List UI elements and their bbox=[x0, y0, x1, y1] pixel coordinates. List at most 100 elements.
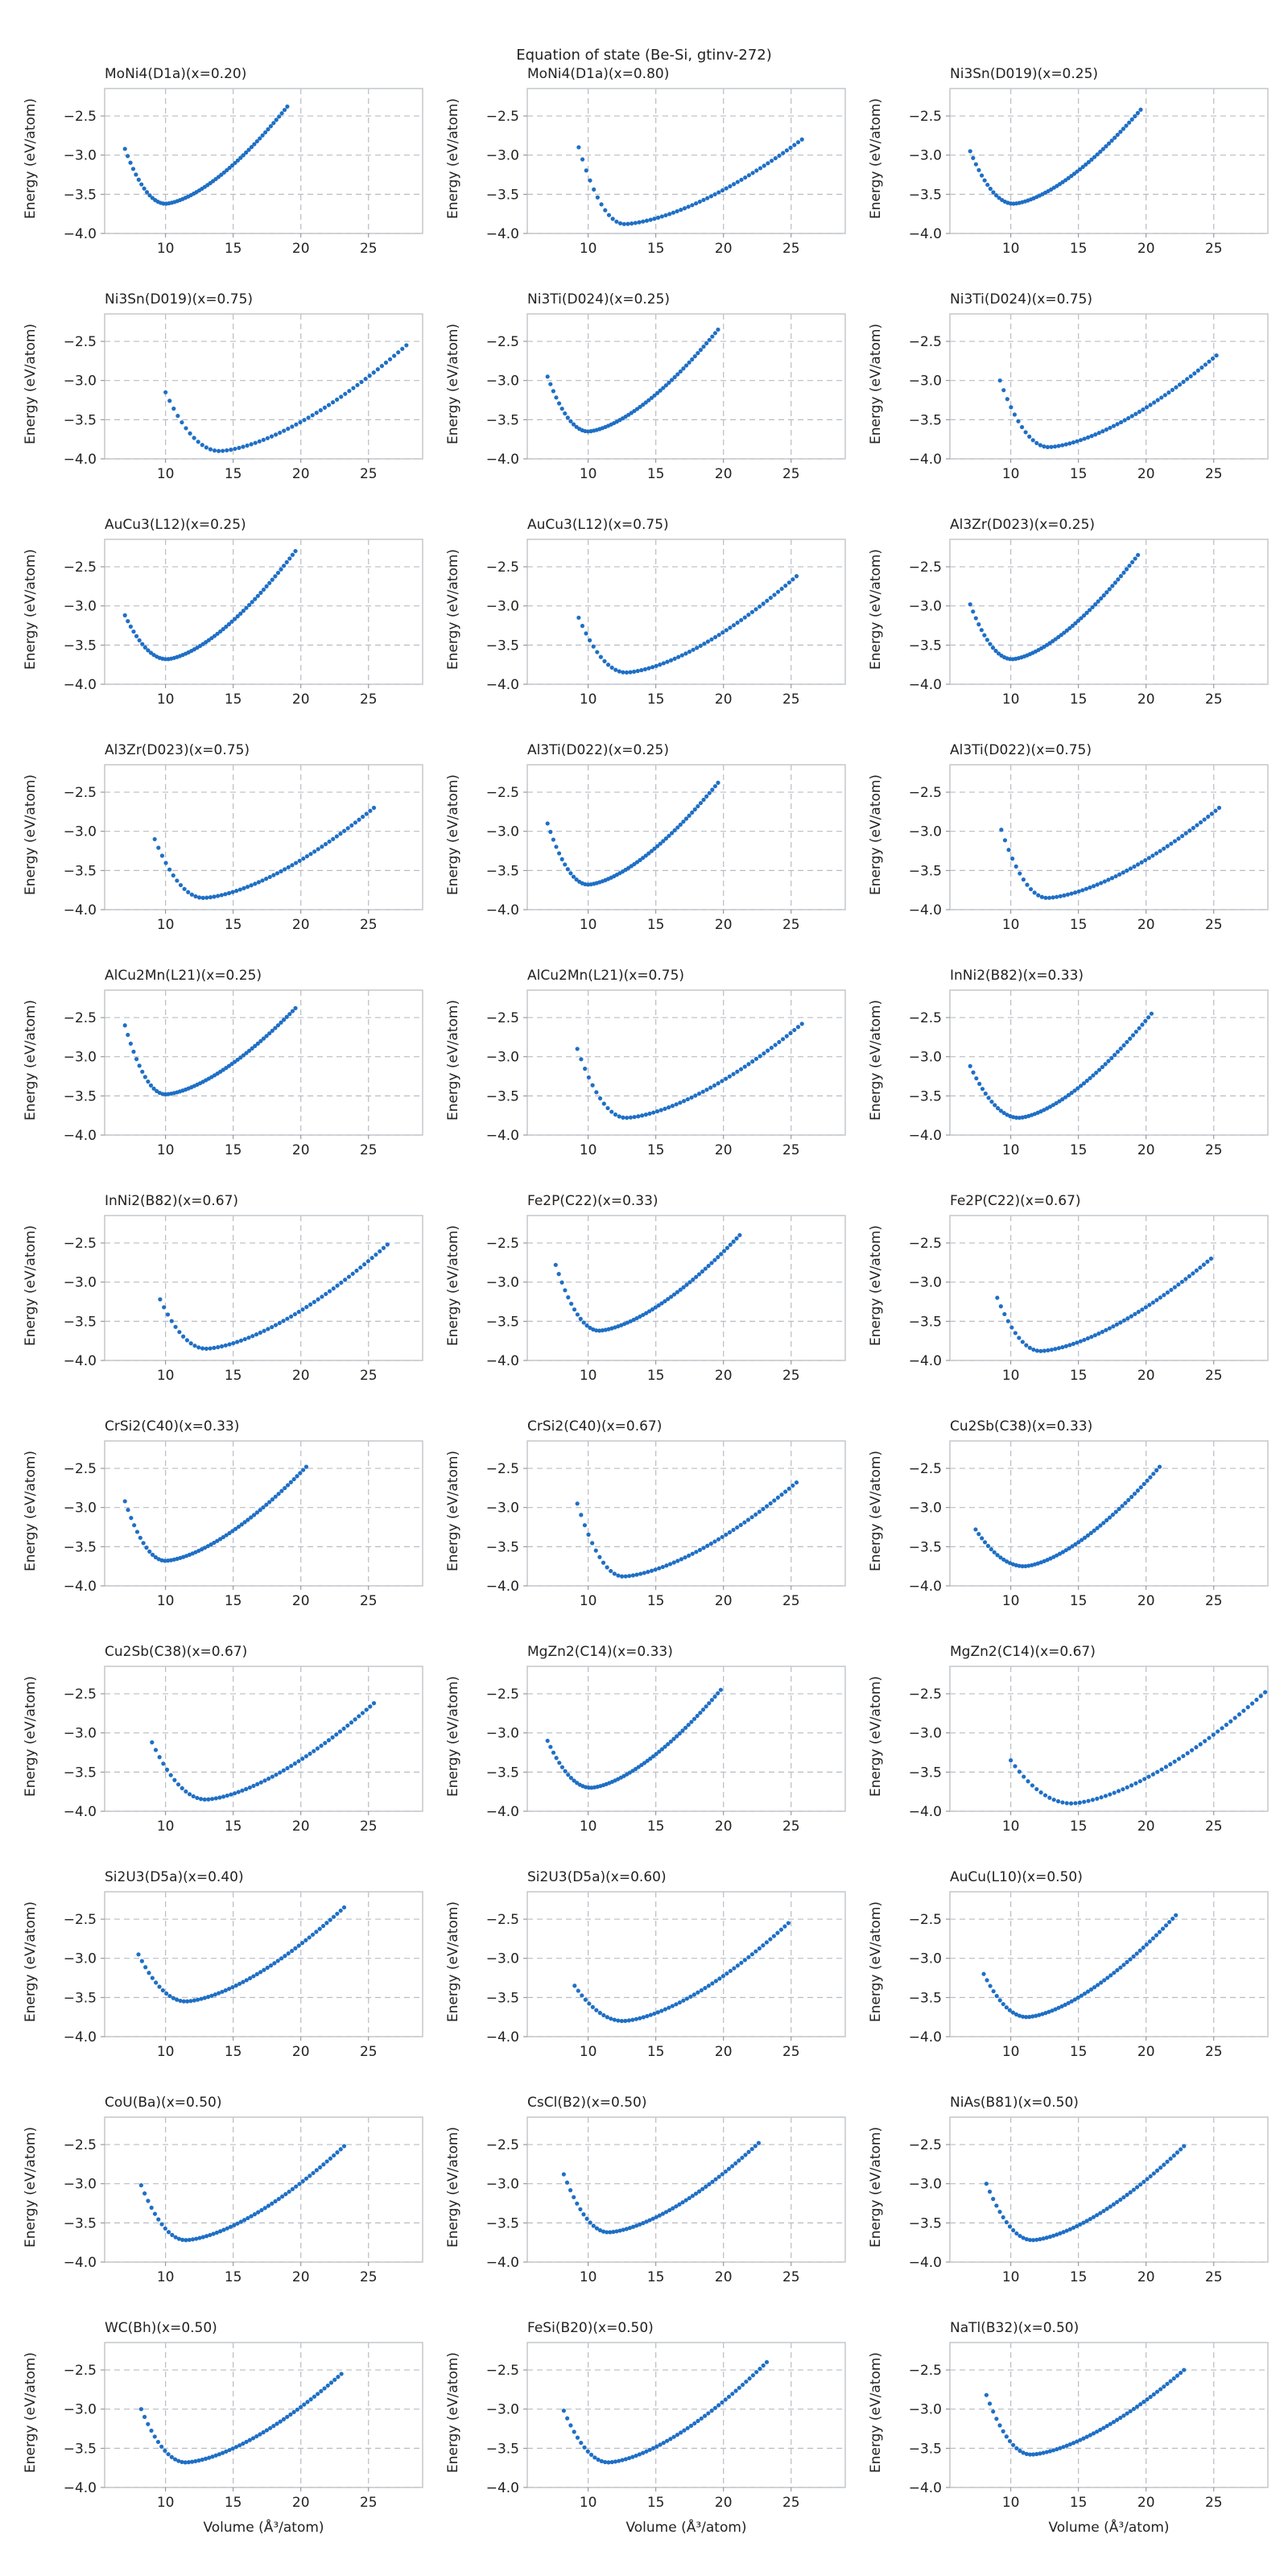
x-tick-label: 10 bbox=[157, 466, 175, 482]
x-tick-label: 25 bbox=[1205, 1818, 1223, 1835]
data-point bbox=[126, 619, 130, 624]
data-point bbox=[250, 600, 254, 605]
data-point bbox=[1169, 841, 1174, 846]
data-point bbox=[364, 1707, 369, 1712]
data-point bbox=[639, 667, 644, 673]
data-point bbox=[265, 436, 270, 440]
data-point bbox=[268, 124, 273, 129]
data-point bbox=[691, 1716, 697, 1721]
data-point bbox=[1182, 2368, 1187, 2372]
data-point bbox=[623, 1574, 628, 1579]
data-point bbox=[697, 1547, 703, 1552]
data-point bbox=[172, 1777, 177, 1782]
data-point bbox=[1104, 1327, 1108, 1332]
data-point bbox=[971, 1070, 976, 1075]
data-point bbox=[710, 787, 715, 792]
data-point bbox=[554, 395, 559, 400]
data-point bbox=[293, 861, 299, 865]
data-point bbox=[671, 1736, 676, 1741]
y-tick-label: −4.0 bbox=[64, 1353, 97, 1369]
data-point bbox=[687, 1280, 692, 1285]
data-point bbox=[690, 810, 695, 815]
y-tick-label: −2.5 bbox=[486, 334, 519, 350]
data-point bbox=[601, 1560, 606, 1565]
y-tick-label: −4.0 bbox=[486, 1579, 519, 1595]
data-point bbox=[979, 628, 984, 633]
data-point bbox=[137, 638, 142, 643]
data-point bbox=[1084, 886, 1088, 891]
data-point bbox=[1170, 387, 1175, 392]
data-point bbox=[1177, 382, 1183, 387]
data-point bbox=[551, 1750, 556, 1755]
data-point bbox=[314, 411, 319, 415]
data-point bbox=[286, 427, 291, 431]
data-point bbox=[1158, 848, 1162, 853]
data-point bbox=[1001, 388, 1006, 393]
data-point bbox=[1088, 1075, 1092, 1080]
data-point bbox=[339, 1280, 344, 1286]
data-point bbox=[716, 1081, 720, 1086]
data-point bbox=[1046, 1348, 1051, 1353]
data-point bbox=[134, 1057, 139, 1062]
data-point bbox=[695, 646, 700, 650]
data-point bbox=[1028, 886, 1034, 892]
data-point bbox=[1082, 436, 1087, 441]
data-point bbox=[239, 1522, 244, 1527]
data-point bbox=[371, 370, 376, 375]
x-tick-label: 10 bbox=[580, 241, 597, 257]
data-point bbox=[591, 644, 596, 649]
y-tick-label: −3.5 bbox=[909, 1088, 942, 1104]
data-point bbox=[708, 1085, 713, 1090]
data-point bbox=[287, 1012, 292, 1017]
data-point bbox=[1038, 1348, 1043, 1353]
data-point bbox=[634, 407, 640, 411]
data-point bbox=[355, 382, 360, 387]
data-point bbox=[617, 1114, 621, 1119]
data-point bbox=[122, 613, 127, 617]
data-point bbox=[724, 1076, 729, 1081]
data-point bbox=[200, 1346, 205, 1351]
data-point bbox=[654, 663, 658, 668]
data-point bbox=[216, 894, 221, 898]
subplot-title: Ni3Ti(D024)(x=0.25) bbox=[527, 291, 671, 308]
y-tick-label: −3.0 bbox=[64, 599, 97, 615]
data-point bbox=[242, 1520, 247, 1525]
data-point bbox=[686, 1723, 691, 1728]
data-point bbox=[229, 619, 234, 624]
data-point bbox=[563, 1769, 568, 1773]
data-point bbox=[275, 571, 281, 576]
data-point bbox=[1143, 857, 1148, 863]
y-tick-label: −3.5 bbox=[909, 1765, 942, 1781]
data-point bbox=[267, 580, 272, 585]
y-tick-label: −4.0 bbox=[486, 226, 519, 242]
data-point bbox=[233, 1526, 238, 1531]
subplot-title: CrSi2(C40)(x=0.33) bbox=[105, 1418, 240, 1435]
y-tick-label: −3.0 bbox=[486, 1050, 519, 1066]
data-point bbox=[1152, 400, 1157, 405]
data-point bbox=[661, 386, 666, 390]
data-point bbox=[122, 1499, 127, 1504]
subplot-title: AuCu3(L12)(x=0.75) bbox=[527, 517, 669, 533]
data-point bbox=[1188, 374, 1193, 379]
axes-frame bbox=[949, 1440, 1269, 1587]
data-point bbox=[617, 221, 623, 226]
data-point bbox=[735, 1069, 740, 1074]
y-tick-label: −4.0 bbox=[486, 902, 519, 919]
data-point bbox=[559, 1280, 564, 1285]
data-point bbox=[1095, 152, 1100, 157]
data-point bbox=[991, 190, 996, 195]
data-point bbox=[271, 121, 276, 126]
data-point bbox=[619, 1574, 625, 1579]
data-point bbox=[191, 1794, 196, 1799]
data-point bbox=[643, 853, 648, 858]
data-point bbox=[270, 577, 275, 582]
data-point bbox=[743, 175, 748, 180]
data-point bbox=[982, 1540, 988, 1545]
data-point bbox=[712, 784, 718, 789]
data-point bbox=[1136, 552, 1141, 558]
data-point bbox=[1172, 839, 1178, 844]
x-tick-label: 15 bbox=[225, 917, 242, 933]
data-point bbox=[359, 379, 364, 385]
data-point bbox=[146, 648, 151, 653]
